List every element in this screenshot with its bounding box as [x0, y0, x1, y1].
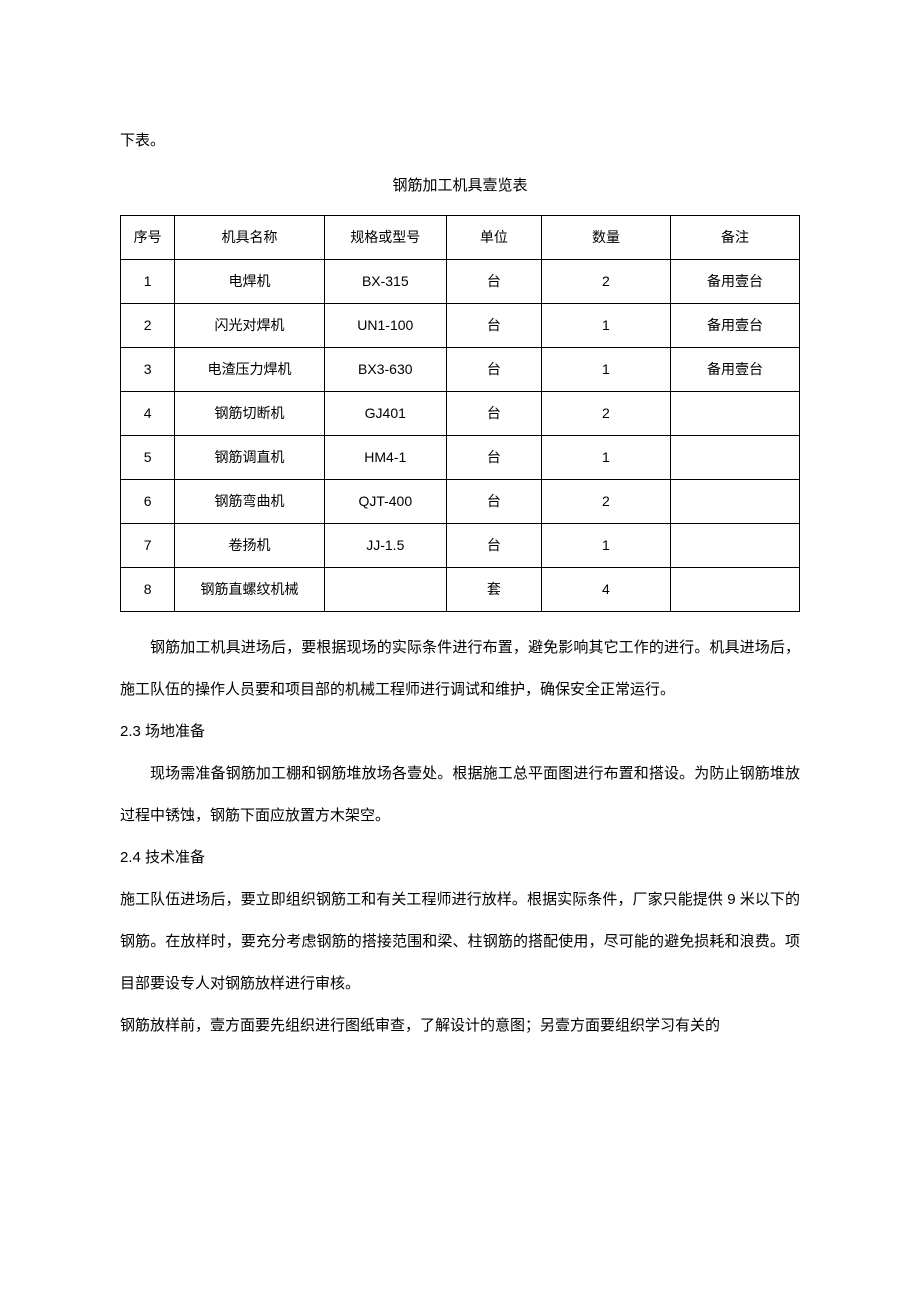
table-cell: 备用壹台: [670, 347, 799, 391]
table-cell: 钢筋弯曲机: [175, 479, 324, 523]
table-cell: 台: [446, 347, 541, 391]
th-qty: 数量: [541, 215, 670, 259]
table-cell: BX3-630: [324, 347, 446, 391]
intro-text: 下表。: [120, 120, 800, 162]
table-cell: 台: [446, 479, 541, 523]
table-title: 钢筋加工机具壹览表: [120, 167, 800, 205]
table-cell: 4: [541, 567, 670, 611]
th-seq: 序号: [121, 215, 175, 259]
paragraph-1: 钢筋加工机具进场后，要根据现场的实际条件进行布置，避免影响其它工作的进行。机具进…: [120, 627, 800, 711]
table-cell: 套: [446, 567, 541, 611]
table-cell: 1: [541, 435, 670, 479]
table-cell: 3: [121, 347, 175, 391]
table-cell: 1: [541, 347, 670, 391]
table-cell: 1: [121, 259, 175, 303]
table-row: 5钢筋调直机HM4-1台1: [121, 435, 800, 479]
document-content: 下表。 钢筋加工机具壹览表 序号 机具名称 规格或型号 单位 数量 备注 1电焊…: [120, 120, 800, 1047]
paragraph-4: 钢筋放样前，壹方面要先组织进行图纸审查，了解设计的意图；另壹方面要组织学习有关的: [120, 1005, 800, 1047]
table-cell: 闪光对焊机: [175, 303, 324, 347]
table-cell: 1: [541, 303, 670, 347]
table-cell: 2: [541, 391, 670, 435]
table-row: 1电焊机BX-315台2备用壹台: [121, 259, 800, 303]
table-cell: 2: [121, 303, 175, 347]
table-cell: [324, 567, 446, 611]
table-cell: QJT-400: [324, 479, 446, 523]
table-cell: [670, 523, 799, 567]
table-cell: 钢筋直螺纹机械: [175, 567, 324, 611]
table-cell: 电渣压力焊机: [175, 347, 324, 391]
table-cell: 备用壹台: [670, 303, 799, 347]
table-cell: 台: [446, 435, 541, 479]
table-cell: 钢筋调直机: [175, 435, 324, 479]
table-row: 6钢筋弯曲机QJT-400台2: [121, 479, 800, 523]
table-cell: 备用壹台: [670, 259, 799, 303]
th-unit: 单位: [446, 215, 541, 259]
table-cell: 4: [121, 391, 175, 435]
section-2-3-header: 2.3 场地准备: [120, 711, 800, 753]
th-name: 机具名称: [175, 215, 324, 259]
table-cell: 钢筋切断机: [175, 391, 324, 435]
table-cell: 2: [541, 259, 670, 303]
table-cell: 1: [541, 523, 670, 567]
table-row: 3电渣压力焊机BX3-630台1备用壹台: [121, 347, 800, 391]
table-cell: HM4-1: [324, 435, 446, 479]
table-cell: 7: [121, 523, 175, 567]
th-remark: 备注: [670, 215, 799, 259]
table-cell: GJ401: [324, 391, 446, 435]
table-cell: [670, 567, 799, 611]
th-spec: 规格或型号: [324, 215, 446, 259]
section-2-4-header: 2.4 技术准备: [120, 837, 800, 879]
paragraph-2: 现场需准备钢筋加工棚和钢筋堆放场各壹处。根据施工总平面图进行布置和搭设。为防止钢…: [120, 753, 800, 837]
table-cell: 台: [446, 303, 541, 347]
table-cell: [670, 479, 799, 523]
table-cell: 5: [121, 435, 175, 479]
table-cell: 台: [446, 391, 541, 435]
table-cell: 6: [121, 479, 175, 523]
table-row: 8钢筋直螺纹机械 套4: [121, 567, 800, 611]
table-cell: 电焊机: [175, 259, 324, 303]
table-cell: 台: [446, 523, 541, 567]
table-cell: 8: [121, 567, 175, 611]
table-cell: JJ-1.5: [324, 523, 446, 567]
table-row: 7卷扬机JJ-1.5台1: [121, 523, 800, 567]
table-cell: [670, 435, 799, 479]
table-cell: 台: [446, 259, 541, 303]
table-row: 2闪光对焊机UN1-100台1备用壹台: [121, 303, 800, 347]
table-cell: 卷扬机: [175, 523, 324, 567]
table-cell: BX-315: [324, 259, 446, 303]
paragraph-3: 施工队伍进场后，要立即组织钢筋工和有关工程师进行放样。根据实际条件，厂家只能提供…: [120, 879, 800, 1005]
equipment-table: 序号 机具名称 规格或型号 单位 数量 备注 1电焊机BX-315台2备用壹台2…: [120, 215, 800, 612]
table-cell: UN1-100: [324, 303, 446, 347]
table-row: 4钢筋切断机GJ401台2: [121, 391, 800, 435]
table-cell: [670, 391, 799, 435]
table-body: 1电焊机BX-315台2备用壹台2闪光对焊机UN1-100台1备用壹台3电渣压力…: [121, 259, 800, 611]
table-cell: 2: [541, 479, 670, 523]
table-header-row: 序号 机具名称 规格或型号 单位 数量 备注: [121, 215, 800, 259]
